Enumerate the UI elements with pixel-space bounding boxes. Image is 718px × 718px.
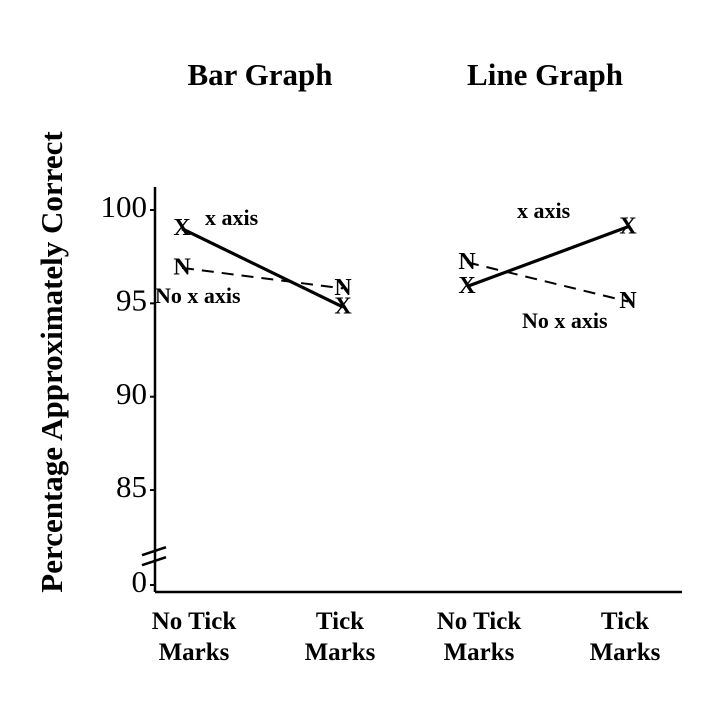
point-marker: N (334, 275, 352, 301)
point-marker: X (458, 273, 476, 299)
series-label: No x axis (522, 308, 608, 333)
series-line (466, 225, 629, 289)
point-marker: N (173, 254, 191, 280)
y-tick-label: 90 (116, 376, 147, 411)
x-tick-label: No Tick Marks (436, 608, 522, 666)
point-marker: X (334, 294, 352, 320)
series-line (181, 227, 344, 309)
y-tick-label: 95 (116, 282, 147, 317)
x-tick-label: No Tick Marks (151, 608, 237, 666)
point-marker: X (619, 213, 637, 239)
axis-break (141, 546, 167, 557)
series-line (181, 266, 344, 290)
y-tick-label: 85 (116, 469, 147, 504)
point-marker: X (173, 215, 191, 241)
x-tick-label: Tick Marks (589, 608, 661, 666)
panel-title: Bar Graph (188, 57, 333, 92)
y-tick-label: 0 (132, 564, 148, 599)
axis-break (141, 556, 167, 567)
y-axis-label: Percentage Approximately Correct (34, 131, 69, 593)
series-label: x axis (205, 205, 259, 230)
y-tick-label: 100 (101, 189, 148, 224)
series-label: x axis (517, 198, 571, 223)
series-label: No x axis (155, 283, 241, 308)
point-marker: N (619, 288, 637, 314)
panel-title: Line Graph (467, 57, 623, 92)
x-tick-label: Tick Marks (304, 608, 376, 666)
series-line (466, 261, 629, 303)
point-marker: N (458, 249, 476, 275)
